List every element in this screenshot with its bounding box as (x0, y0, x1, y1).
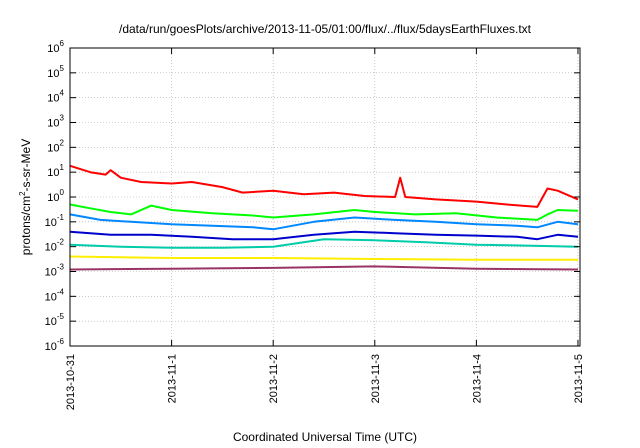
series-line (69, 265, 579, 271)
y-tick-label-exponent: 2 (60, 138, 65, 147)
chart-title: /data/run/goesPlots/archive/2013-11-05/0… (119, 22, 532, 36)
y-tick-label-exponent: -2 (57, 238, 65, 247)
y-tick-label: 104 (47, 89, 64, 105)
x-tick-label: 2013-11-1 (167, 354, 179, 403)
y-tick-label-base: 10 (45, 291, 57, 303)
y-tick-label-base: 10 (47, 192, 59, 204)
y-tick-label: 10-3 (45, 263, 65, 279)
x-tick-label: 2013-11-4 (471, 354, 483, 403)
y-tick-label: 103 (47, 114, 64, 130)
y-tick-label-base: 10 (45, 217, 57, 229)
x-tick-label: 2013-10-31 (65, 354, 77, 410)
y-tick-label-exponent: -3 (57, 263, 65, 272)
x-axis: 2013-10-31 2013-11-1 2013-11-2 2013-11-3 201… (65, 48, 585, 410)
y-tick-label: 10-4 (45, 287, 65, 303)
y-tick-label-base: 10 (45, 341, 57, 353)
y-axis: 10-610-510-410-310-210-11001011021031041… (45, 39, 580, 353)
y-tick-label: 10-2 (45, 238, 65, 254)
series-lines (69, 164, 579, 271)
y-tick-label-base: 10 (47, 43, 59, 55)
y-axis-title: protons/cm2-s-sr-MeV (18, 139, 33, 255)
y-tick-label: 10-1 (45, 213, 65, 229)
y-tick-label: 106 (47, 39, 64, 55)
x-axis-title: Coordinated Universal Time (UTC) (233, 430, 417, 444)
grid (70, 48, 580, 346)
series-line (69, 230, 579, 241)
y-tick-label-exponent: 0 (60, 188, 65, 197)
x-tick-label: 2013-11-5 (573, 354, 585, 403)
y-tick-label-exponent: 4 (60, 89, 65, 98)
y-tick-label-base: 10 (47, 93, 59, 105)
y-tick-label: 100 (47, 188, 64, 204)
y-tick-label: 105 (47, 64, 64, 80)
y-tick-label-exponent: -1 (57, 213, 65, 222)
y-tick-label-exponent: -5 (57, 312, 65, 321)
y-tick-label-base: 10 (45, 242, 57, 254)
y-tick-label: 101 (47, 163, 64, 179)
y-tick-label-base: 10 (45, 316, 57, 328)
series-line (69, 213, 579, 231)
y-tick-label-exponent: 5 (60, 64, 65, 73)
series-line (69, 255, 578, 261)
y-tick-label: 10-5 (45, 312, 65, 328)
y-tick-label-base: 10 (47, 167, 59, 179)
x-tick-label: 2013-11-3 (370, 354, 382, 403)
y-tick-label-exponent: -4 (57, 287, 65, 296)
y-axis-title-main: protons/cm (19, 196, 33, 255)
series-line (69, 164, 579, 208)
series-line (69, 203, 579, 221)
y-tick-label-exponent: 1 (60, 163, 65, 172)
y-tick-label-base: 10 (45, 267, 57, 279)
y-tick-label-exponent: 6 (60, 39, 65, 48)
y-tick-label-exponent: -6 (57, 337, 65, 346)
y-tick-label-base: 10 (47, 118, 59, 130)
y-tick-label: 10-6 (45, 337, 65, 353)
y-tick-label-base: 10 (47, 68, 59, 80)
y-tick-label-base: 10 (47, 142, 59, 154)
y-tick-label-exponent: 3 (60, 114, 65, 123)
y-axis-title-sup: 2 (18, 191, 27, 196)
y-axis-title-rest: -s-sr-MeV (19, 139, 33, 192)
x-tick-label: 2013-11-2 (268, 354, 280, 403)
series-line (69, 238, 579, 249)
y-tick-label: 102 (47, 138, 64, 154)
